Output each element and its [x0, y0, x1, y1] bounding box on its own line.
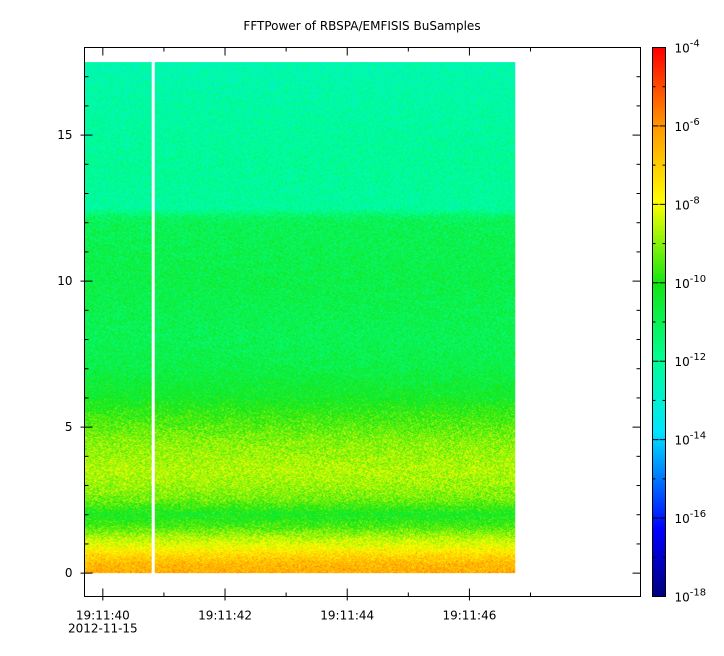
- y-tick-label: 5: [65, 420, 73, 434]
- colorbar-tick-label: 10-10: [675, 274, 707, 291]
- x-tick-label: 19:11:46: [442, 609, 496, 623]
- plot-frame: [84, 47, 641, 597]
- colorbar-tick-label: 10-6: [675, 117, 700, 134]
- x-date-label: 2012-11-15: [68, 622, 138, 636]
- colorbar-tick-label: 10-14: [675, 431, 707, 448]
- spectrogram-heatmap: [84, 62, 516, 574]
- data-gap: [151, 61, 155, 575]
- colorbar-tick-label: 10-8: [675, 195, 700, 212]
- y-tick-label: 10: [57, 274, 72, 288]
- x-tick-label: 19:11:40: [76, 609, 130, 623]
- colorbar-tick-label: 10-16: [675, 509, 707, 526]
- colorbar-tick-label: 10-18: [675, 588, 707, 605]
- colorbar-tick-label: 10-4: [675, 39, 700, 56]
- y-axis: 0 5 10 15: [57, 47, 641, 580]
- plot-area: [84, 47, 641, 597]
- colorbar-ticks: 10-18 10-16 10-14 10-12 10-10 10-8 10-6 10-4: [652, 39, 707, 605]
- chart-title: FFTPower of RBSPA/EMFISIS BuSamples: [243, 19, 480, 33]
- colorbar-gradient: [652, 47, 666, 597]
- x-tick-label: 19:11:42: [198, 609, 252, 623]
- x-tick-label: 19:11:44: [320, 609, 374, 623]
- colorbar-tick-label: 10-12: [675, 352, 707, 369]
- y-tick-label: 0: [65, 566, 73, 580]
- y-tick-label: 15: [57, 128, 72, 142]
- colorbar: 10-18 10-16 10-14 10-12 10-10 10-8 10-6 10-4: [652, 39, 707, 605]
